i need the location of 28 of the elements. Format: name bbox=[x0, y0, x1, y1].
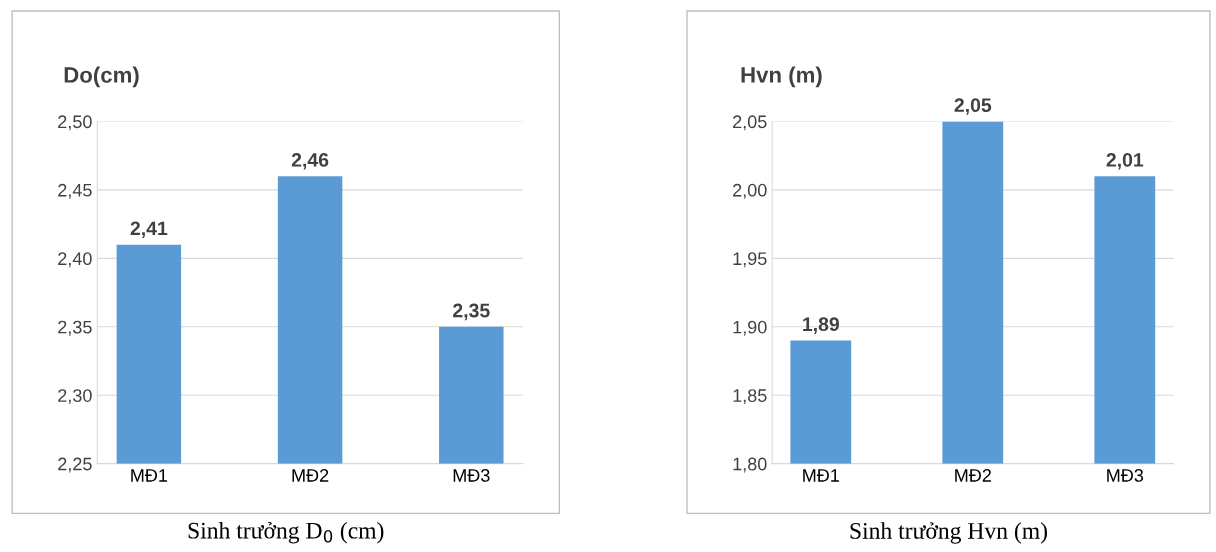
text: Sinh trưởng Hvn (m) bbox=[850, 522, 1047, 544]
y-tick-label: 1,90 bbox=[733, 320, 767, 336]
text: Sinh trưởng D$_{0}$ (cm) bbox=[188, 522, 384, 544]
x-tick-label: MĐ1 bbox=[803, 469, 839, 482]
y-tick-label: 2,25 bbox=[58, 457, 92, 473]
data-label: 2,46 bbox=[291, 153, 329, 170]
y-axis-title: Do(cm) bbox=[64, 66, 139, 88]
data-label: 2,05 bbox=[954, 98, 992, 115]
y-tick-label: 2,40 bbox=[58, 252, 92, 268]
data-label: 2,35 bbox=[453, 303, 490, 321]
data-label: 2,41 bbox=[130, 221, 168, 239]
x-tick-label: MĐ2 bbox=[955, 469, 991, 482]
x-tick-label: MĐ1 bbox=[131, 469, 168, 482]
data-label: 2,01 bbox=[1106, 153, 1144, 170]
y-tick-label: 1,95 bbox=[733, 252, 767, 268]
data-label: 1,89 bbox=[803, 317, 839, 334]
y-tick-label: 2,05 bbox=[733, 115, 767, 131]
x-tick-label: MĐ3 bbox=[453, 469, 490, 482]
y-tick-label: 2,00 bbox=[733, 183, 767, 199]
y-tick-label: 1,80 bbox=[733, 457, 767, 473]
y-tick-label: 2,50 bbox=[58, 115, 92, 131]
y-axis-title: Hvn (m) bbox=[741, 66, 822, 88]
y-tick-label: 1,85 bbox=[733, 389, 767, 405]
x-tick-label: MĐ3 bbox=[1107, 469, 1144, 482]
y-tick-label: 2,30 bbox=[58, 389, 92, 405]
y-tick-label: 2,45 bbox=[58, 183, 92, 199]
y-tick-label: 2,35 bbox=[58, 320, 92, 336]
x-tick-label: MĐ2 bbox=[292, 469, 329, 482]
